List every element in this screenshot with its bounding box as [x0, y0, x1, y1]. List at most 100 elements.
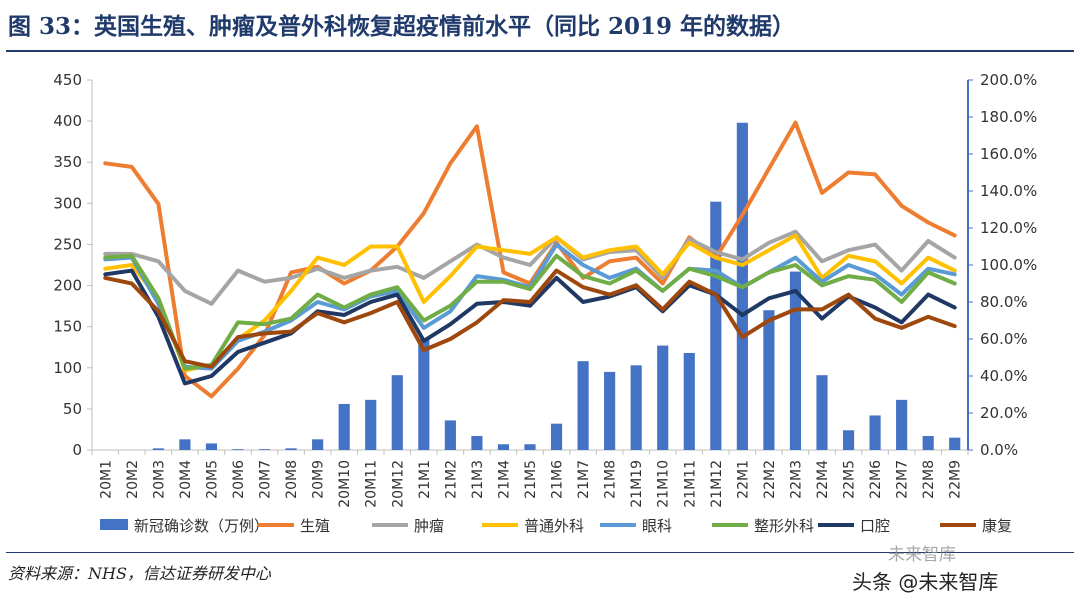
x-label: 20M7: [258, 460, 274, 499]
legend-label: 康复: [982, 517, 1012, 535]
bar-21M11: [683, 352, 695, 450]
right-tick-label: 120.0%: [980, 219, 1037, 237]
bar-20M5: [205, 443, 218, 450]
legend-label: 口腔: [860, 517, 890, 535]
x-label: 21M2: [443, 460, 459, 499]
source-note: 资料来源：NHS，信达证券研发中心: [8, 564, 271, 583]
x-label: 21M19: [629, 460, 645, 508]
bar-21M3: [471, 436, 483, 450]
x-label: 21M10: [656, 460, 672, 508]
series-line-整形外科: [103, 253, 957, 371]
bar-22M6: [869, 415, 881, 450]
legend-label: 新冠确诊数（万例）: [134, 517, 269, 535]
bar-22M5: [842, 430, 855, 450]
x-label: 21M11: [682, 460, 698, 508]
bar-22M9: [949, 437, 961, 450]
right-tick-label: 80.0%: [980, 293, 1028, 311]
bar-22M2: [763, 310, 775, 450]
x-label: 22M8: [921, 460, 937, 499]
legend-swatch-bar: [100, 519, 128, 530]
x-label: 20M5: [204, 460, 220, 499]
bar-20M3: [152, 448, 164, 450]
x-label: 21M8: [603, 460, 619, 499]
bar-21M7: [577, 361, 589, 450]
left-tick-label: 250: [53, 235, 82, 253]
x-label: 21M4: [496, 460, 512, 499]
bars-layer: [152, 122, 961, 450]
series-line-康复: [103, 268, 957, 369]
bar-22M4: [816, 375, 828, 450]
legend-label: 普通外科: [524, 517, 584, 535]
right-tick-label: 200.0%: [980, 71, 1037, 89]
bar-20M6: [232, 449, 244, 450]
x-label: 20M12: [390, 460, 406, 508]
series-line-普通外科: [103, 233, 957, 373]
x-label: 21M6: [550, 460, 566, 499]
x-label: 21M12: [709, 460, 725, 508]
right-tick-label: 40.0%: [980, 367, 1028, 385]
left-tick-label: 300: [53, 194, 82, 212]
x-label: 22M5: [842, 460, 858, 499]
x-label: 22M6: [868, 460, 884, 499]
left-tick-label: 400: [53, 112, 82, 130]
bar-21M5: [524, 444, 536, 450]
x-label: 21M3: [470, 460, 486, 499]
right-tick-label: 100.0%: [980, 256, 1037, 274]
bar-21M8: [604, 371, 616, 450]
x-label: 20M8: [284, 460, 300, 499]
bar-22M3: [789, 271, 802, 450]
bar-20M10: [338, 403, 350, 450]
watermark-bottom: 头条 @未来智库: [852, 570, 999, 594]
bar-21M2: [444, 420, 456, 450]
x-axis-labels: 20M1 20M2 20M3 20M4 20M5 20M6 20M7 20M8 20M9 20M1…: [98, 460, 963, 508]
bar-21M9: [630, 365, 642, 450]
x-label: 22M2: [762, 460, 778, 499]
legend-label: 整形外科: [754, 517, 814, 535]
x-label: 20M4: [178, 460, 194, 499]
bar-20M4: [179, 439, 191, 450]
x-label: 21M7: [576, 460, 592, 499]
left-tick-label: 0: [72, 441, 82, 459]
right-tick-label: 60.0%: [980, 330, 1028, 348]
bar-20M12: [391, 375, 403, 450]
right-tick-label: 20.0%: [980, 404, 1028, 422]
x-label: 20M6: [231, 460, 247, 499]
left-tick-label: 50: [63, 400, 82, 418]
source-divider: [6, 552, 1074, 553]
figure-title: 图 33：英国生殖、肿瘤及普外科恢复超疫情前水平（同比 2019 年的数据）: [8, 13, 796, 40]
legend: 新冠确诊数（万例） 生殖 肿瘤 普通外科 眼科 整形外科 口腔 康复: [100, 517, 1012, 535]
x-label: 21M1: [417, 460, 433, 499]
x-label: 22M1: [735, 460, 751, 499]
right-tick-label: 160.0%: [980, 145, 1037, 163]
right-tick-label: 140.0%: [980, 182, 1037, 200]
left-tick-label: 200: [53, 277, 82, 295]
x-label: 20M1: [98, 460, 114, 499]
right-tick-label: 0.0%: [980, 441, 1018, 459]
combo-chart: 0 50 100 150 200 250 300 350 400 450 0.0% 20.0% 40.0…: [53, 71, 1037, 535]
x-label: 20M10: [337, 460, 353, 508]
right-tick-label: 180.0%: [980, 108, 1037, 126]
bar-21M10: [657, 345, 669, 450]
bar-20M8: [285, 448, 297, 450]
left-tick-label: 350: [53, 153, 82, 171]
x-label: 20M9: [311, 460, 327, 499]
axes-layer: 0 50 100 150 200 250 300 350 400 450 0.0% 20.0% 40.0…: [53, 71, 1037, 459]
bar-21M4: [497, 444, 510, 450]
bar-22M8: [922, 436, 934, 450]
x-label: 20M3: [151, 460, 167, 499]
x-label: 21M5: [523, 460, 539, 499]
lines-layer: [103, 120, 957, 399]
watermark-top: 未来智库: [888, 545, 956, 565]
bar-20M7: [258, 449, 271, 450]
bar-20M11: [365, 399, 377, 450]
x-label: 20M2: [125, 460, 141, 499]
left-tick-label: 100: [53, 359, 82, 377]
x-label: 22M7: [895, 460, 911, 499]
series-line-肿瘤: [103, 229, 957, 306]
left-tick-label: 450: [53, 71, 82, 89]
bar-21M1: [418, 339, 430, 450]
legend-label: 肿瘤: [414, 517, 444, 535]
bar-21M12: [710, 201, 722, 450]
legend-label: 眼科: [642, 517, 672, 535]
legend-label: 生殖: [300, 517, 330, 535]
